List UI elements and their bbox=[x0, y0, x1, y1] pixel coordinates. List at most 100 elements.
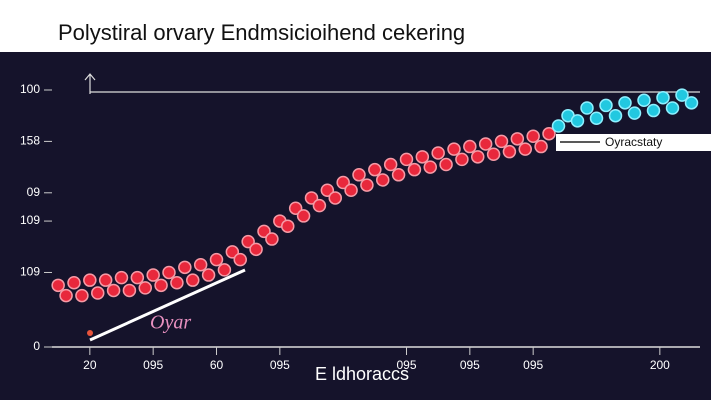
point bbox=[431, 146, 445, 160]
x-tick-label: 095 bbox=[396, 358, 416, 372]
point bbox=[75, 288, 89, 303]
point bbox=[265, 232, 279, 246]
point bbox=[399, 152, 414, 167]
point bbox=[59, 288, 73, 303]
x-tick-label: 60 bbox=[210, 358, 224, 372]
point bbox=[170, 276, 184, 290]
series-label: Oyar bbox=[150, 312, 191, 334]
point bbox=[486, 147, 501, 161]
point bbox=[518, 142, 532, 156]
point bbox=[407, 162, 422, 177]
point bbox=[67, 276, 81, 290]
arrow bbox=[84, 73, 96, 94]
point bbox=[138, 281, 152, 295]
point bbox=[178, 260, 192, 275]
y-tick-label: 109 bbox=[20, 265, 40, 279]
point bbox=[249, 242, 263, 257]
point bbox=[570, 114, 585, 128]
point bbox=[551, 119, 566, 133]
point bbox=[130, 270, 145, 285]
point bbox=[193, 258, 208, 272]
trend-line bbox=[89, 268, 246, 342]
point bbox=[352, 168, 366, 182]
legend-label: Oyracstaty bbox=[605, 135, 662, 149]
point bbox=[217, 263, 232, 277]
point bbox=[637, 93, 651, 108]
point bbox=[494, 134, 509, 149]
point bbox=[646, 103, 661, 118]
legend-box bbox=[556, 134, 711, 151]
point bbox=[320, 183, 335, 197]
point bbox=[281, 219, 295, 233]
point bbox=[91, 286, 105, 300]
dot bbox=[87, 330, 93, 336]
point bbox=[312, 198, 327, 213]
point bbox=[98, 273, 113, 287]
point bbox=[439, 157, 453, 172]
point bbox=[209, 252, 224, 267]
point bbox=[383, 157, 398, 172]
point bbox=[296, 209, 311, 223]
point bbox=[627, 106, 642, 120]
point bbox=[146, 268, 160, 282]
point bbox=[233, 252, 247, 267]
point bbox=[344, 183, 358, 197]
x-tick-label: 095 bbox=[270, 358, 290, 372]
point bbox=[618, 96, 632, 110]
point bbox=[328, 191, 342, 205]
point bbox=[304, 191, 319, 205]
x-tick-label: 20 bbox=[83, 358, 97, 372]
point bbox=[288, 201, 303, 215]
point bbox=[675, 88, 689, 102]
marks bbox=[51, 88, 699, 303]
point bbox=[51, 278, 65, 293]
point bbox=[423, 160, 437, 174]
point bbox=[589, 111, 604, 126]
point bbox=[415, 150, 430, 164]
point bbox=[502, 144, 517, 159]
point bbox=[471, 150, 485, 164]
y-tick-label: 100 bbox=[20, 82, 40, 96]
point bbox=[478, 137, 493, 151]
point bbox=[526, 129, 540, 144]
y-tick-label: 109 bbox=[20, 213, 40, 227]
point bbox=[580, 101, 594, 115]
x-tick-label: 200 bbox=[650, 358, 670, 372]
point bbox=[391, 168, 406, 182]
y-tick-label: 09 bbox=[27, 185, 41, 199]
point bbox=[360, 178, 374, 192]
point bbox=[534, 139, 548, 154]
point bbox=[656, 90, 670, 105]
point bbox=[225, 245, 240, 259]
point bbox=[608, 108, 623, 123]
point bbox=[122, 283, 137, 298]
point bbox=[447, 142, 461, 156]
point bbox=[510, 132, 525, 146]
point bbox=[376, 173, 390, 187]
chart-title: Polystiral orvary Endmsicioihend cekerin… bbox=[58, 20, 465, 45]
point bbox=[665, 101, 680, 115]
point bbox=[336, 175, 350, 190]
point bbox=[106, 283, 121, 298]
y-tick-label: 158 bbox=[20, 134, 40, 148]
point bbox=[257, 224, 271, 239]
point bbox=[241, 234, 255, 249]
point bbox=[542, 126, 556, 141]
y-tick-label: 0 bbox=[33, 339, 40, 353]
point bbox=[162, 265, 176, 280]
point bbox=[83, 273, 97, 287]
point bbox=[368, 162, 382, 177]
point bbox=[463, 139, 477, 154]
point bbox=[684, 96, 699, 110]
point bbox=[186, 273, 200, 287]
point bbox=[599, 98, 613, 113]
x-tick-label: 095 bbox=[143, 358, 163, 372]
point bbox=[455, 152, 469, 167]
x-tick-label: 095 bbox=[460, 358, 480, 372]
x-tick-label: 095 bbox=[523, 358, 543, 372]
x-axis-label: E ldhoraccs bbox=[315, 364, 409, 384]
point bbox=[201, 268, 216, 282]
point bbox=[154, 278, 168, 293]
point bbox=[114, 270, 129, 285]
